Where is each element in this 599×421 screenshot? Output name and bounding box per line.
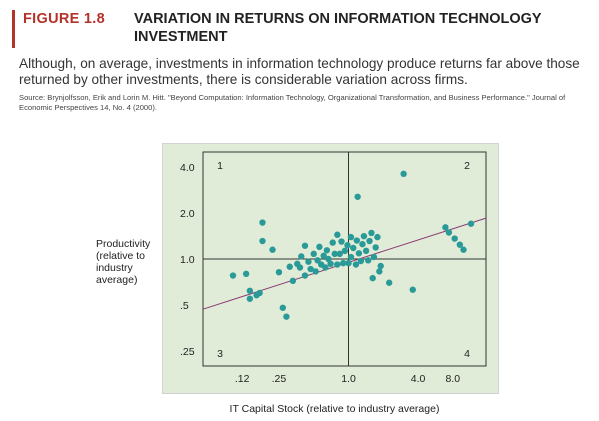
data-point — [456, 241, 464, 248]
data-point — [353, 237, 361, 244]
figure-source: Source: Brynjolfsson, Erik and Lorin M. … — [19, 93, 566, 112]
data-point — [286, 263, 293, 270]
data-point — [316, 243, 323, 251]
data-point — [312, 268, 319, 275]
data-point — [322, 264, 329, 271]
data-point — [451, 235, 458, 242]
data-point — [329, 239, 336, 246]
data-point — [307, 265, 314, 273]
data-point — [246, 287, 254, 294]
data-point — [340, 259, 347, 267]
data-point — [364, 257, 372, 264]
data-point — [327, 260, 334, 268]
y-tick-label: 1.0 — [180, 254, 195, 266]
quadrant-label: 2 — [464, 160, 470, 172]
data-point — [259, 237, 266, 245]
quadrant-label: 1 — [217, 160, 223, 172]
data-point — [334, 231, 341, 238]
data-point — [442, 224, 449, 231]
data-point — [366, 237, 373, 245]
figure-description: Although, on average, investments in inf… — [19, 56, 580, 87]
data-point — [376, 268, 383, 275]
data-point — [331, 250, 338, 258]
data-point — [246, 295, 254, 302]
data-point — [352, 261, 360, 268]
data-point — [409, 286, 416, 293]
data-point — [296, 264, 304, 271]
data-point — [369, 274, 376, 282]
data-point — [362, 247, 370, 255]
data-point — [283, 313, 290, 320]
data-point — [301, 242, 309, 249]
data-point — [301, 272, 309, 279]
quadrant-label: 4 — [464, 348, 470, 360]
figure-title: VARIATION IN RETURNS ON INFORMATION TECH… — [134, 11, 542, 45]
data-point — [338, 238, 345, 245]
x-tick-label: 4.0 — [411, 373, 426, 385]
x-tick-label: 8.0 — [446, 373, 461, 385]
data-point — [310, 250, 317, 258]
data-point — [336, 250, 343, 258]
y-tick-label: .5 — [180, 300, 189, 312]
data-point — [279, 304, 287, 311]
data-point — [467, 220, 475, 227]
data-point — [275, 268, 283, 276]
data-point — [354, 193, 361, 200]
y-axis-label: Productivity (relative to industry average) — [96, 238, 151, 286]
data-point — [259, 219, 266, 226]
data-point — [242, 270, 250, 278]
data-point — [298, 253, 305, 260]
data-point — [344, 242, 351, 249]
data-point — [345, 259, 352, 267]
data-point — [350, 244, 357, 252]
data-point — [229, 272, 237, 279]
y-tick-label: .25 — [180, 346, 195, 358]
data-point — [357, 257, 365, 265]
data-point — [323, 247, 331, 254]
data-point — [374, 233, 381, 241]
data-point — [341, 247, 349, 255]
data-point — [347, 233, 355, 241]
data-point — [314, 257, 321, 264]
data-point — [445, 229, 453, 236]
data-point — [355, 250, 363, 257]
data-point — [385, 279, 393, 286]
quadrant-label: 3 — [217, 348, 223, 360]
y-tick-label: 4.0 — [180, 162, 195, 174]
data-point — [359, 240, 366, 248]
x-tick-label: .12 — [235, 373, 250, 385]
data-point — [360, 232, 368, 240]
figure-tag: FIGURE 1.8 — [12, 10, 105, 48]
data-point — [372, 244, 379, 251]
data-point — [460, 246, 467, 253]
data-point — [269, 246, 276, 253]
data-point — [347, 253, 355, 261]
y-tick-label: 2.0 — [180, 208, 195, 220]
data-point — [289, 277, 297, 285]
data-point — [325, 255, 332, 263]
data-point — [400, 170, 407, 178]
x-tick-label: 1.0 — [341, 373, 356, 385]
x-tick-label: .25 — [272, 373, 287, 385]
data-point — [305, 258, 312, 265]
data-point — [370, 253, 378, 261]
data-point — [256, 289, 263, 297]
x-axis-label: IT Capital Stock (relative to industry a… — [230, 403, 440, 415]
data-point — [368, 229, 375, 237]
data-point — [377, 262, 384, 270]
data-point — [334, 261, 341, 268]
data-point — [320, 252, 327, 259]
